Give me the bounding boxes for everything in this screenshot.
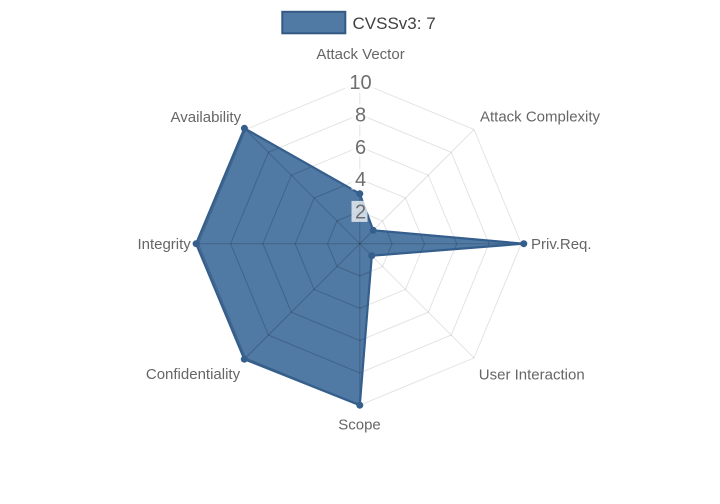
- svg-text:CVSSv3: 7: CVSSv3: 7: [353, 14, 436, 33]
- svg-text:2: 2: [355, 201, 366, 223]
- svg-text:Integrity: Integrity: [137, 236, 191, 253]
- svg-text:Priv.Req.: Priv.Req.: [531, 236, 592, 253]
- svg-text:Attack Vector: Attack Vector: [316, 46, 404, 63]
- svg-text:Confidentiality: Confidentiality: [146, 366, 241, 383]
- svg-text:Availability: Availability: [171, 109, 242, 126]
- svg-text:Attack Complexity: Attack Complexity: [480, 108, 601, 125]
- svg-text:User Interaction: User Interaction: [479, 367, 585, 384]
- svg-text:6: 6: [355, 137, 366, 159]
- svg-text:4: 4: [355, 169, 366, 191]
- svg-text:10: 10: [349, 72, 371, 94]
- svg-text:Scope: Scope: [338, 417, 381, 434]
- svg-text:8: 8: [355, 105, 366, 127]
